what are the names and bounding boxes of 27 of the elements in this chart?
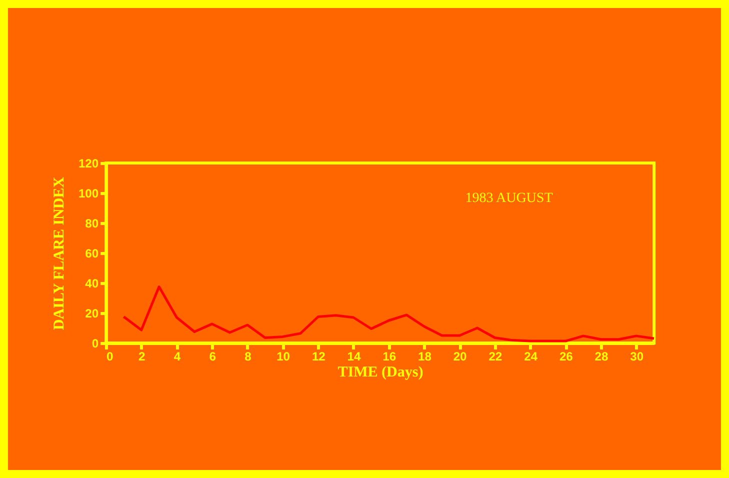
y-tick-label: 120 bbox=[78, 156, 99, 170]
x-tick-label: 4 bbox=[174, 350, 181, 364]
x-tick-label: 20 bbox=[453, 350, 468, 364]
y-tick-label: 60 bbox=[85, 246, 99, 260]
y-tick-label: 100 bbox=[78, 186, 99, 200]
x-tick-label: 30 bbox=[630, 350, 644, 364]
y-tick-label: 20 bbox=[85, 306, 99, 320]
x-tick-label: 22 bbox=[488, 350, 502, 364]
x-tick-label: 16 bbox=[382, 350, 396, 364]
y-tick-label: 40 bbox=[85, 276, 99, 290]
x-tick-label: 18 bbox=[418, 350, 432, 364]
x-tick-label: 2 bbox=[138, 350, 146, 364]
x-tick-label: 26 bbox=[559, 350, 574, 364]
x-tick-label: 28 bbox=[594, 350, 608, 364]
line-series bbox=[122, 286, 656, 342]
x-tick-label: 8 bbox=[244, 350, 252, 364]
y-tick-label: 80 bbox=[85, 216, 99, 230]
annotation: 1983 AUGUST bbox=[465, 191, 554, 206]
x-tick-label: 24 bbox=[524, 350, 538, 364]
x-axis-title: TIME (Days) bbox=[338, 364, 424, 380]
x-tick-label: 10 bbox=[276, 350, 290, 364]
x-tick-label: 6 bbox=[209, 350, 216, 364]
x-tick-label: 12 bbox=[312, 350, 326, 364]
x-tick-label: 14 bbox=[347, 350, 361, 364]
y-tick-label: 0 bbox=[92, 336, 99, 350]
x-tick-label: 0 bbox=[106, 350, 114, 364]
y-axis-title: DAILY FLARE INDEX bbox=[51, 176, 68, 330]
